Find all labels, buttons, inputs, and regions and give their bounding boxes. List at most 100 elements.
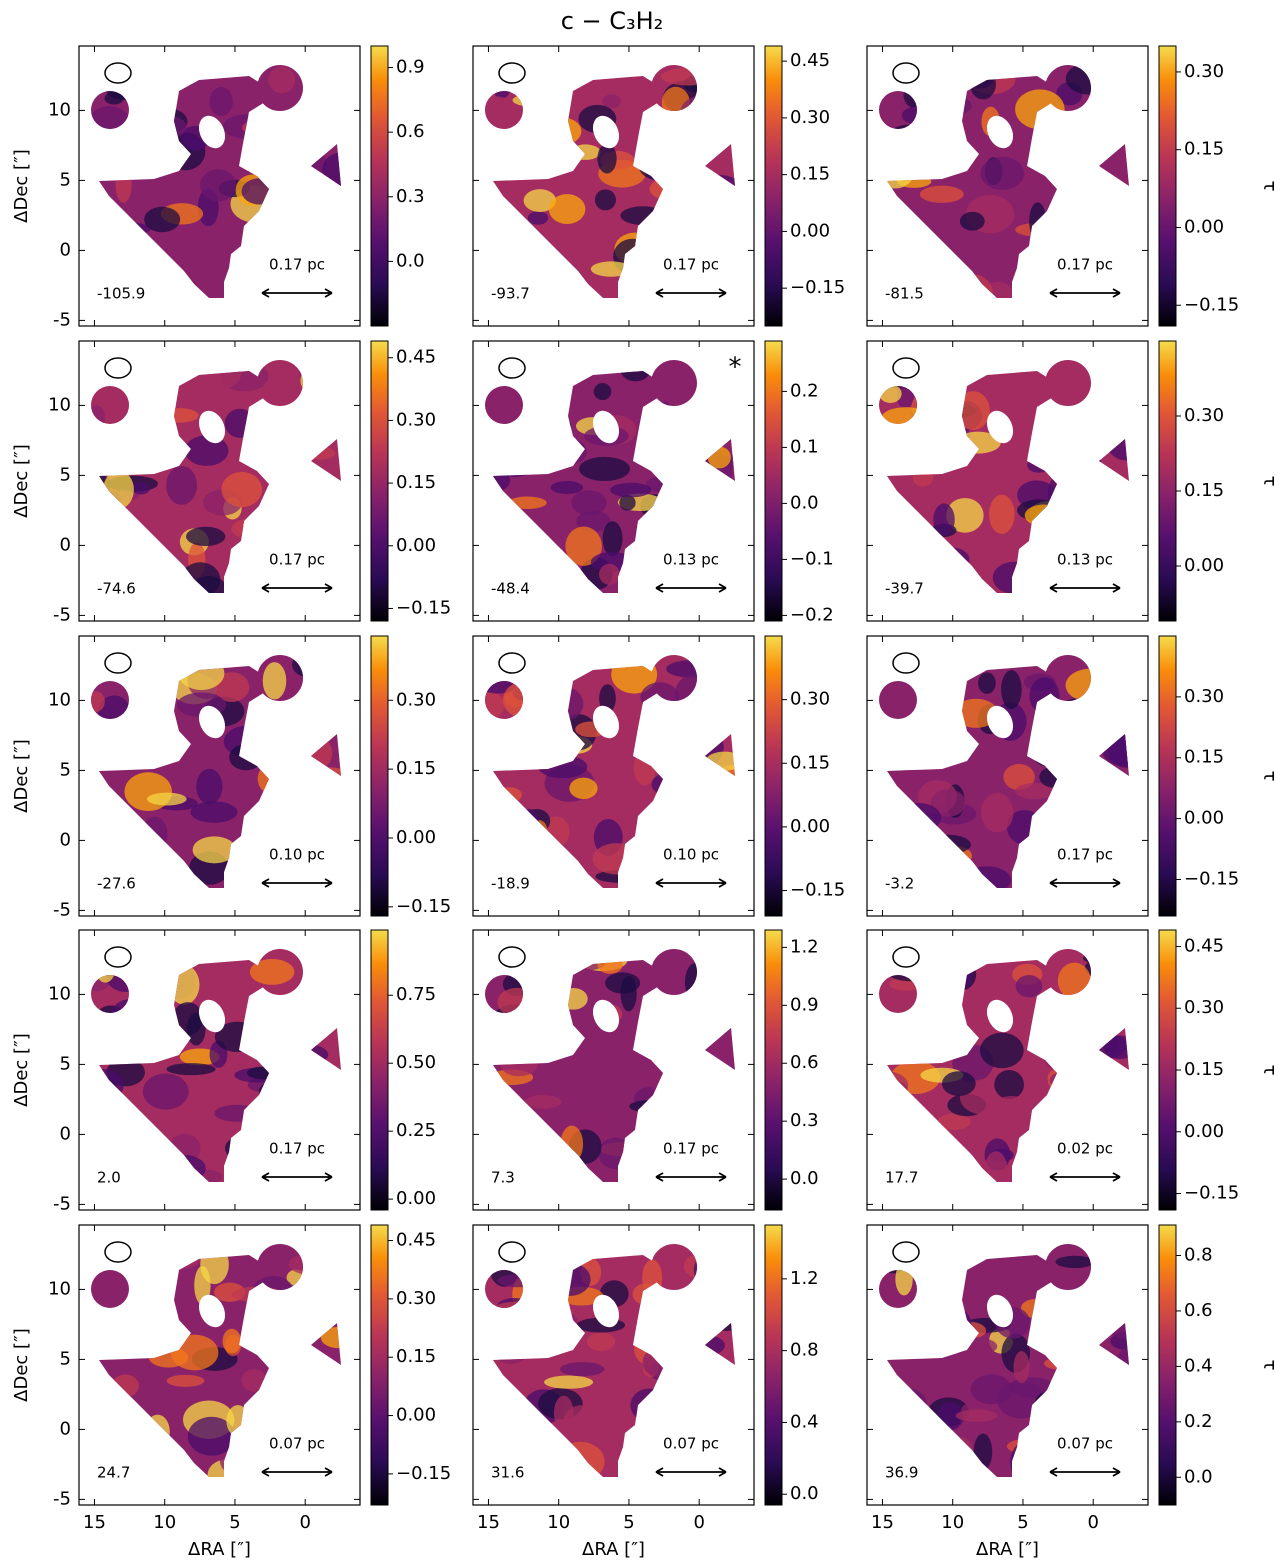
scale-label: 0.17 pc <box>269 551 325 569</box>
map-blob <box>920 1417 946 1447</box>
map-blob <box>949 1437 975 1473</box>
colorbar-tick-label: 0.0 <box>790 1483 819 1504</box>
map-blob <box>258 1078 307 1106</box>
map-blob <box>276 1352 307 1370</box>
map-blob <box>1111 205 1129 235</box>
colorbar-tick-label: 0.8 <box>790 1340 819 1361</box>
velocity-label: -105.9 <box>97 285 145 303</box>
scale-label: 0.07 pc <box>1057 1435 1113 1453</box>
map-blob <box>683 1254 713 1278</box>
map-blob <box>1015 975 1043 998</box>
map-blob <box>517 537 561 561</box>
map-blob <box>597 955 623 974</box>
scale-label: 0.17 pc <box>663 1140 719 1158</box>
map-blob <box>485 819 520 837</box>
map-blob <box>1088 65 1129 92</box>
map-blob <box>930 789 966 817</box>
map-blob <box>921 414 951 443</box>
map-blob <box>556 1441 605 1477</box>
map-blob <box>241 1369 267 1392</box>
colorbar-tick-label: 0.30 <box>396 409 436 430</box>
map-blob <box>889 968 940 982</box>
axes-frame <box>472 929 755 1211</box>
map-blob <box>649 177 691 201</box>
map-blob <box>636 534 657 572</box>
map-blob <box>901 104 948 127</box>
beam <box>892 946 920 968</box>
map-blob <box>537 755 588 779</box>
colorbar-tick-label: −0.15 <box>790 277 845 298</box>
map-blob <box>1105 420 1129 461</box>
colorbar-tick-label: 0.00 <box>396 535 436 556</box>
colorbar-tick-label: −0.15 <box>396 597 451 618</box>
map-blob <box>910 422 944 459</box>
map-blob <box>502 681 548 719</box>
map-blob <box>322 152 341 186</box>
map-blob <box>190 575 228 593</box>
map-blob <box>305 446 336 460</box>
map-blob <box>687 403 706 427</box>
map-blob <box>272 1120 323 1142</box>
velocity-label: -93.7 <box>491 285 530 303</box>
panel: 7.3 0.17 pc 0.0 0.3 0.6 0.9 1.2 <box>472 929 819 1211</box>
map-blob <box>530 820 548 842</box>
map-blob <box>532 1295 553 1331</box>
colorbar <box>1158 635 1177 917</box>
y-axis-label: ΔDec [″] <box>11 1033 32 1107</box>
map-blob <box>184 435 229 466</box>
map-blob <box>322 988 341 1006</box>
map-blob <box>707 1163 724 1182</box>
colorbar-tick-label: 0.30 <box>790 689 830 710</box>
map-blob <box>258 426 299 460</box>
panel: -5 0 5 10 ΔDec [″] -27.6 0.10 pc −0.15 0.00 0.15 0… <box>11 635 451 920</box>
map-blob <box>497 787 522 803</box>
scale-label: 0.10 pc <box>663 846 719 864</box>
map-blob <box>485 555 512 570</box>
y-tick-label: 5 <box>60 1053 71 1074</box>
map-blob <box>1086 790 1129 822</box>
map-hole <box>198 999 226 1033</box>
y-tick-label: 0 <box>60 829 71 850</box>
map-blob <box>688 208 723 245</box>
map-blob <box>170 1334 219 1371</box>
scale-arrow <box>1049 878 1121 888</box>
y-tick-label: 5 <box>60 169 71 190</box>
map-blob <box>1108 1119 1129 1137</box>
velocity-label: -18.9 <box>491 875 530 893</box>
velocity-label: 31.6 <box>491 1464 524 1482</box>
scale-arrow <box>655 878 727 888</box>
map-blob <box>507 496 547 509</box>
map-blob <box>1049 499 1076 519</box>
map-blob <box>191 360 242 391</box>
map-blob <box>1049 1070 1085 1090</box>
map-blob <box>146 115 187 140</box>
map-blob <box>594 189 617 211</box>
map-blob <box>620 206 666 225</box>
map-blob <box>524 1095 562 1109</box>
map-blob <box>722 672 735 696</box>
map-blob <box>1003 763 1035 791</box>
map-blob <box>661 67 714 86</box>
y-tick-label: 5 <box>60 464 71 485</box>
colorbar-tick-label: 0.15 <box>1184 747 1224 768</box>
map-blob <box>938 360 969 396</box>
colorbar-tick-label: −0.15 <box>1184 1183 1239 1204</box>
map-blob <box>1065 668 1118 703</box>
colorbar-tick-label: 0.30 <box>396 689 436 710</box>
scale-arrow <box>261 288 333 298</box>
map-hole <box>592 705 620 739</box>
map-blob <box>705 1290 726 1331</box>
map-blob <box>610 482 652 498</box>
map-blob <box>91 1405 135 1436</box>
map-blob <box>251 862 274 876</box>
colorbar-tick-label: 0.45 <box>396 1230 436 1251</box>
map-blob <box>241 178 278 205</box>
map-blob <box>543 117 582 146</box>
colorbar <box>370 929 389 1211</box>
map-blob <box>523 189 557 212</box>
colorbar <box>764 45 783 327</box>
velocity-label: -3.2 <box>885 875 914 893</box>
scale-label: 0.17 pc <box>663 256 719 274</box>
colorbar-tick-label: 0.30 <box>1184 686 1224 707</box>
colorbar <box>370 340 389 622</box>
